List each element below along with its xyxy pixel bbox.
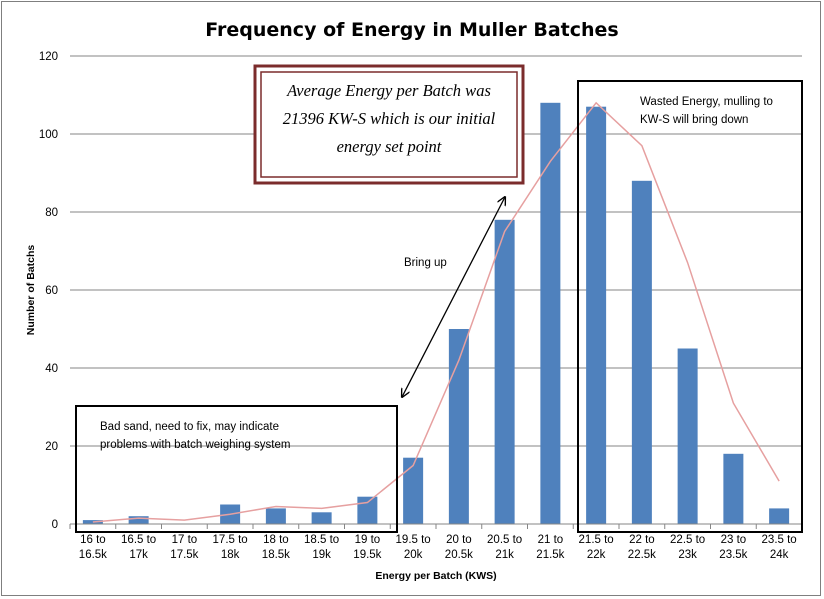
bar: [586, 106, 607, 524]
bar: [494, 219, 515, 525]
x-tick-label-top: 16.5 to: [121, 534, 156, 546]
x-tick-label-top: 16 to: [80, 534, 106, 546]
bad-sand-annotation: Bad sand, need to fix, may indicate prob…: [75, 405, 398, 533]
x-tick-label-bottom: 23.5k: [719, 549, 747, 561]
y-tick-label: 60: [45, 285, 58, 297]
x-tick-label-bottom: 22.5k: [628, 549, 656, 561]
wasted-line-2: KW-S will bring down: [640, 114, 748, 126]
x-tick-label-top: 20.5 to: [487, 534, 522, 546]
x-tick-label-bottom: 18k: [221, 549, 240, 561]
x-tick-label-bottom: 24k: [770, 549, 789, 561]
bar: [128, 516, 149, 524]
x-tick-label-bottom: 23k: [678, 549, 697, 561]
bar: [769, 508, 790, 524]
x-tick-label-top: 21 to: [538, 534, 564, 546]
x-tick-label-bottom: 16.5k: [79, 549, 107, 561]
x-tick-label-top: 17.5 to: [213, 534, 248, 546]
y-tick-label: 40: [45, 363, 58, 375]
bar: [265, 508, 286, 524]
x-tick-label-top: 22 to: [629, 534, 655, 546]
x-tick-label-top: 17 to: [172, 534, 198, 546]
x-tick-label-top: 18.5 to: [304, 534, 339, 546]
x-tick-label-top: 20 to: [446, 534, 472, 546]
bad-sand-line-2: problems with batch weighing system: [100, 439, 290, 451]
x-tick-label-bottom: 21.5k: [536, 549, 564, 561]
x-tick-label-bottom: 17.5k: [170, 549, 198, 561]
bar: [540, 102, 561, 525]
y-tick-label: 100: [39, 129, 58, 141]
x-axis-title: Energy per Batch (KWS): [375, 570, 496, 582]
x-tick-label-top: 23 to: [721, 534, 747, 546]
bar: [311, 512, 332, 524]
x-tick-label-bottom: 21k: [495, 549, 514, 561]
x-tick-label-bottom: 20k: [404, 549, 423, 561]
chart-title: Frequency of Energy in Muller Batches: [205, 19, 618, 41]
bar: [403, 457, 424, 524]
x-tick-label-top: 21.5 to: [579, 534, 614, 546]
bar: [357, 496, 378, 524]
trend-polyline: [92, 101, 780, 523]
bar: [677, 348, 698, 524]
bar: [723, 453, 744, 524]
x-tick-label-top: 19.5 to: [396, 534, 431, 546]
x-tick-label-top: 18 to: [263, 534, 289, 546]
y-axis-title: Number of Batchs: [25, 245, 37, 336]
y-axis-ticks: 0 20 40 60 80 100 120: [39, 51, 58, 531]
x-tick-label-bottom: 18.5k: [262, 549, 290, 561]
y-tick-label: 0: [52, 519, 58, 531]
average-line-2: 21396 KW-S which is our initial: [283, 109, 496, 128]
x-tick-label-top: 22.5 to: [670, 534, 705, 546]
trend-line: [92, 101, 780, 523]
y-tick-label: 120: [39, 51, 58, 63]
x-axis-ticks: 16 to 16.5k 16.5 to 17k 17 to 17.5k 17.5 to 18k…: [69, 524, 803, 561]
average-line-1: Average Energy per Batch was: [286, 81, 491, 100]
x-tick-label-bottom: 20.5k: [445, 549, 473, 561]
x-tick-label-top: 19 to: [355, 534, 381, 546]
y-tick-label: 80: [45, 207, 58, 219]
average-annotation: Average Energy per Batch was 21396 KW-S …: [253, 64, 525, 185]
wasted-line-1: Wasted Energy, mulling to: [640, 96, 773, 108]
average-line-3: energy set point: [337, 137, 442, 156]
x-tick-label-top: 23.5 to: [762, 534, 797, 546]
wasted-energy-annotation: Wasted Energy, mulling to KW-S will brin…: [577, 80, 803, 533]
x-tick-label-bottom: 22k: [587, 549, 606, 561]
bar: [631, 180, 652, 525]
bad-sand-line-1: Bad sand, need to fix, may indicate: [100, 421, 279, 433]
x-tick-label-bottom: 19k: [312, 549, 331, 561]
x-tick-label-bottom: 19.5k: [353, 549, 381, 561]
y-tick-label: 20: [45, 441, 58, 453]
bring-up-label: Bring up: [404, 257, 447, 269]
x-tick-label-bottom: 17k: [129, 549, 148, 561]
bring-up-arrow: Bring up: [402, 197, 505, 397]
